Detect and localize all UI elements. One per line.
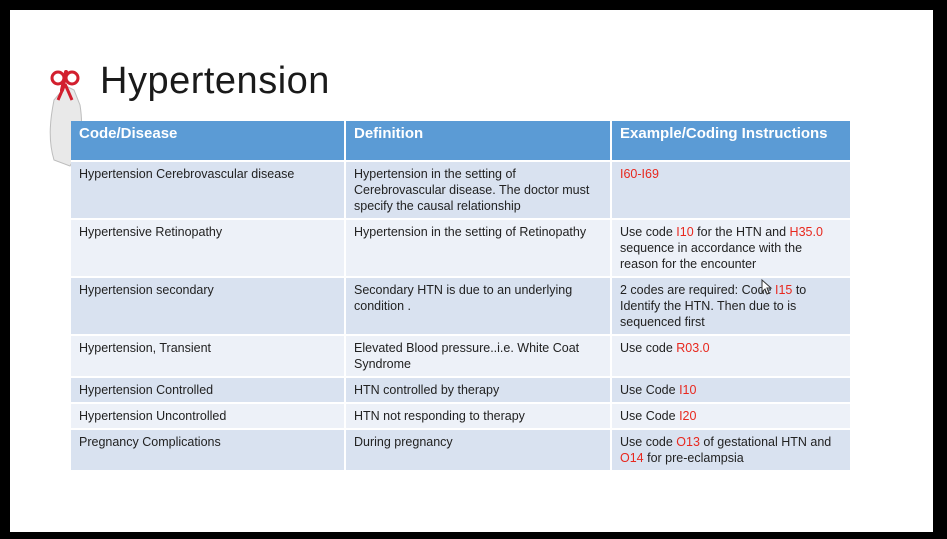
- cell-example: I60-I69: [611, 161, 852, 220]
- icd-code: I10: [676, 225, 694, 239]
- cell-disease: Hypertension Uncontrolled: [71, 403, 346, 430]
- mouse-cursor-icon: [761, 279, 773, 295]
- cell-example: Use Code I10: [611, 377, 852, 404]
- example-text: to Identify the HTN. Then due to is sequ…: [620, 283, 807, 329]
- cell-disease: Hypertension secondary: [71, 277, 346, 336]
- cell-disease: Hypertension Cerebrovascular disease: [71, 161, 346, 220]
- icd-code: I15: [774, 283, 793, 297]
- example-text: Use Code: [620, 383, 680, 397]
- table-row: Hypertension Controlled HTN controlled by…: [71, 377, 852, 404]
- cell-definition: Elevated Blood pressure..i.e. White Coat…: [345, 335, 612, 378]
- coding-table: Code/Disease Definition Example/Coding I…: [71, 121, 852, 472]
- example-text: Use code: [620, 341, 677, 355]
- icd-code: H35.0: [789, 225, 823, 239]
- icd-code: O13: [676, 435, 700, 449]
- table-row: Pregnancy Complications During pregnancy U…: [71, 429, 852, 472]
- example-text: for the HTN and: [693, 225, 790, 239]
- table-row: Hypertensive Retinopathy Hypertension in …: [71, 219, 852, 278]
- table-row: Hypertension Uncontrolled HTN not respond…: [71, 403, 852, 430]
- icd-code: I20: [679, 409, 697, 423]
- table-row: Hypertension secondary Secondary HTN is d…: [71, 277, 852, 336]
- cell-example: Use code I10 for the HTN and H35.0 seque…: [611, 219, 852, 278]
- cell-disease: Pregnancy Complications: [71, 429, 346, 472]
- table-row: Hypertension Cerebrovascular disease Hype…: [71, 161, 852, 220]
- icd-code: I60-I69: [620, 167, 659, 181]
- example-text: sequence in accordance with the reason f…: [620, 241, 803, 271]
- icd-code: O14: [620, 451, 644, 465]
- cell-definition: HTN not responding to therapy: [345, 403, 612, 430]
- example-text: Use code: [620, 435, 677, 449]
- cell-disease: Hypertensive Retinopathy: [71, 219, 346, 278]
- example-text: Use code: [620, 225, 677, 239]
- example-text: for pre-eclampsia: [643, 451, 744, 465]
- example-text: of gestational HTN and: [699, 435, 832, 449]
- cell-definition: Secondary HTN is due to an underlying co…: [345, 277, 612, 336]
- column-header-code-disease: Code/Disease: [71, 121, 346, 162]
- cell-disease: Hypertension Controlled: [71, 377, 346, 404]
- cell-definition: During pregnancy: [345, 429, 612, 472]
- cell-example: Use code O13 of gestational HTN and O14 …: [611, 429, 852, 472]
- cell-example: Use Code I20: [611, 403, 852, 430]
- page-title: Hypertension: [100, 60, 330, 102]
- icd-code: I10: [679, 383, 697, 397]
- slide: Hypertension Code/Disease Definition Exa…: [10, 10, 933, 532]
- cell-definition: Hypertension in the setting of Cerebrova…: [345, 161, 612, 220]
- table-row: Hypertension, Transient Elevated Blood pr…: [71, 335, 852, 378]
- cell-definition: Hypertension in the setting of Retinopat…: [345, 219, 612, 278]
- column-header-definition: Definition: [345, 121, 612, 162]
- example-text: Use Code: [620, 409, 680, 423]
- cell-definition: HTN controlled by therapy: [345, 377, 612, 404]
- cell-disease: Hypertension, Transient: [71, 335, 346, 378]
- cell-example: Use code R03.0: [611, 335, 852, 378]
- column-header-example: Example/Coding Instructions: [611, 121, 852, 162]
- example-text: 2 codes are required: Code: [620, 283, 775, 297]
- table-header-row: Code/Disease Definition Example/Coding I…: [71, 121, 852, 162]
- icd-code: R03.0: [676, 341, 710, 355]
- cell-example: 2 codes are required: Code I15 to Identi…: [611, 277, 852, 336]
